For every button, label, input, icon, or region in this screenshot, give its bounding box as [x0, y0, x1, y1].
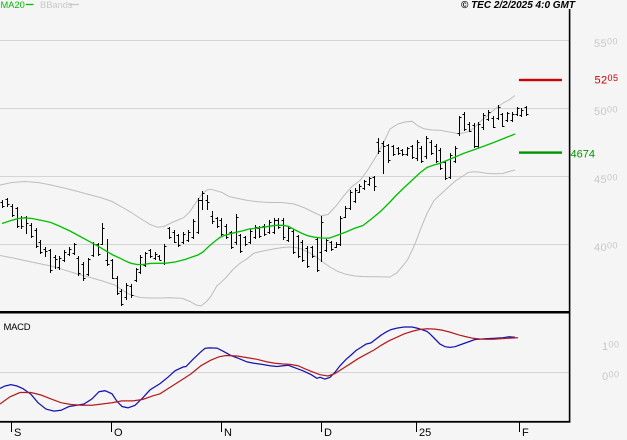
svg-text:BBands: BBands — [40, 0, 73, 10]
svg-text:MACD: MACD — [4, 322, 31, 333]
svg-text:F: F — [522, 427, 529, 439]
svg-text:N: N — [224, 427, 232, 439]
svg-text:4674: 4674 — [571, 149, 595, 161]
svg-text:S: S — [14, 427, 21, 439]
svg-text:D: D — [324, 427, 332, 439]
svg-text:MA20: MA20 — [1, 0, 25, 10]
svg-text:© TEC 2/2/2025 4:0 GMT: © TEC 2/2/2025 4:0 GMT — [461, 0, 576, 11]
svg-text:O: O — [114, 427, 123, 439]
svg-text:25: 25 — [419, 427, 431, 439]
